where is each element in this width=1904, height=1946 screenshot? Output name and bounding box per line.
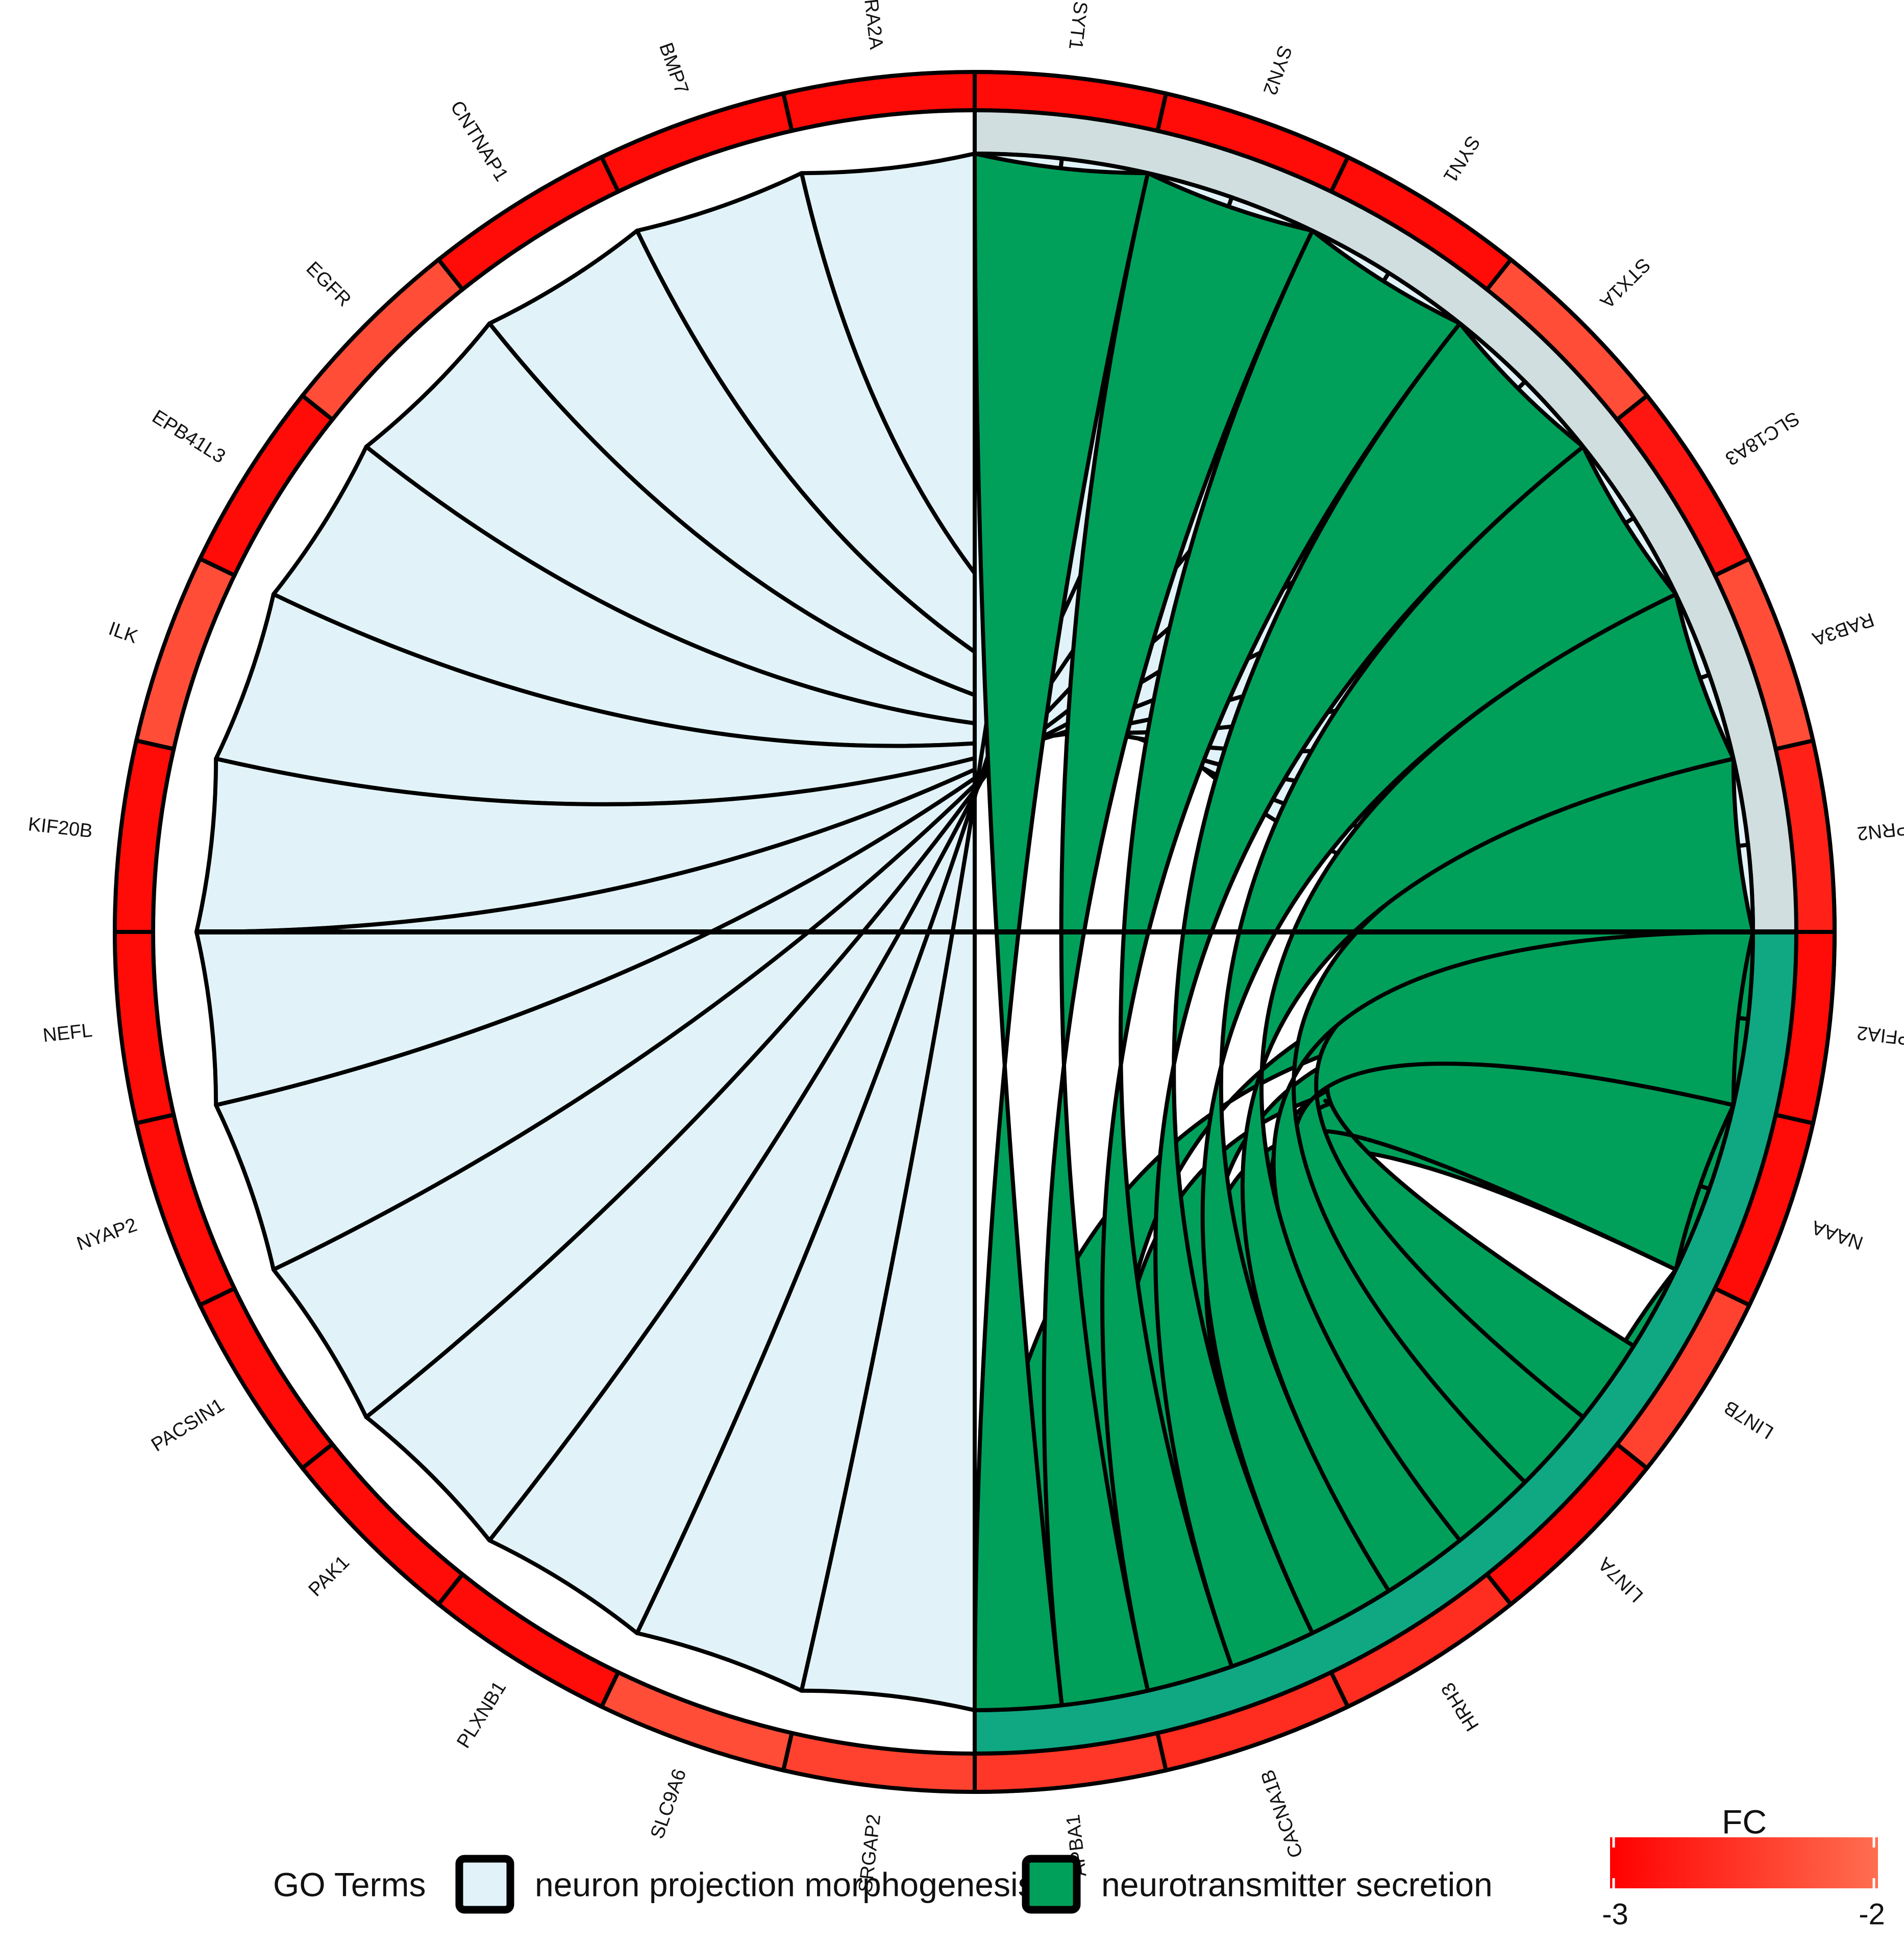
fc-colorbar: FC -3 -2 xyxy=(1602,1803,1885,1931)
legend-swatch-neurotransmitter-secretion xyxy=(1022,1855,1081,1914)
colorbar-max-label: -2 xyxy=(1859,1898,1885,1931)
colorbar-gradient xyxy=(1610,1837,1878,1888)
chord-ribbons xyxy=(194,152,1835,1712)
fc-cell-syt1 xyxy=(973,69,1169,134)
legend-label-neuron-projection-morphogenesis: neuron projection morphogenesis xyxy=(535,1865,1035,1903)
fc-segment-ring xyxy=(112,69,1837,1794)
legend-label-neurotransmitter-secretion: neurotransmitter secretion xyxy=(1101,1865,1493,1903)
colorbar-min-label: -3 xyxy=(1602,1898,1628,1931)
chord-ribbon-syn1 xyxy=(1100,229,1462,1693)
chord-ribbon-stx1a xyxy=(1153,321,1586,1669)
go-terms-legend: GO Terms neuron projection morphogenesis… xyxy=(273,1855,1493,1914)
legend-swatch-neuron-projection-morphogenesis xyxy=(455,1855,514,1914)
colorbar-title: FC xyxy=(1722,1803,1767,1840)
chord-ribbon-syt1 xyxy=(973,152,1150,1712)
chord-ribbon-syn2 xyxy=(1042,171,1315,1708)
legend-title: GO Terms xyxy=(273,1865,426,1903)
